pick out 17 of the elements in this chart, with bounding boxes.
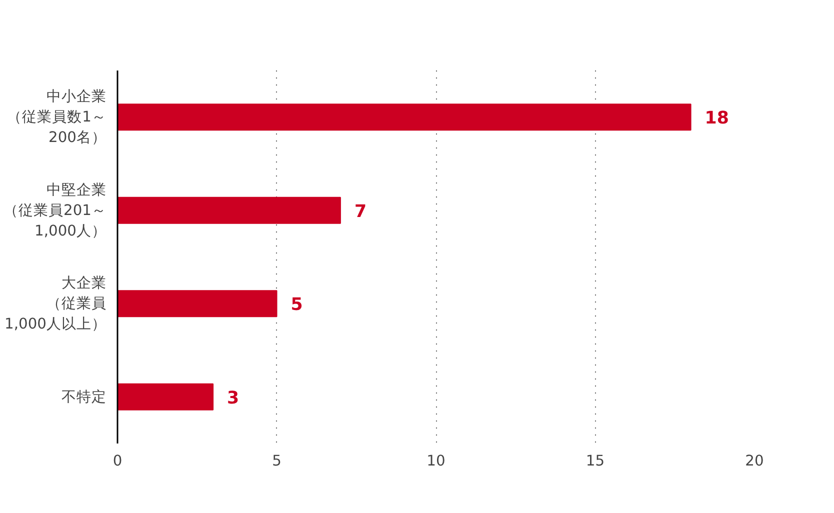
bar	[118, 383, 214, 410]
data-label: 18	[704, 108, 729, 129]
x-tick-label: 20	[745, 452, 764, 470]
data-label: 7	[354, 202, 367, 222]
y-tick-label: 中小企業（従業員数1～200名）	[7, 88, 107, 146]
x-tick-label: 15	[586, 452, 605, 470]
data-label: 5	[290, 295, 303, 316]
x-tick-label: 0	[112, 452, 122, 470]
y-tick-label: 不特定	[62, 388, 106, 406]
bar	[118, 290, 278, 318]
y-tick-label: 大企業（従業員1,000人以上）	[4, 274, 107, 333]
data-label: 3	[227, 388, 240, 408]
x-tick-label: 10	[426, 452, 446, 470]
bar	[118, 104, 692, 131]
y-tick-label: 中堅企業（従業員201～1,000人）	[4, 181, 107, 240]
bar	[118, 196, 341, 224]
x-tick-label: 5	[272, 452, 282, 470]
